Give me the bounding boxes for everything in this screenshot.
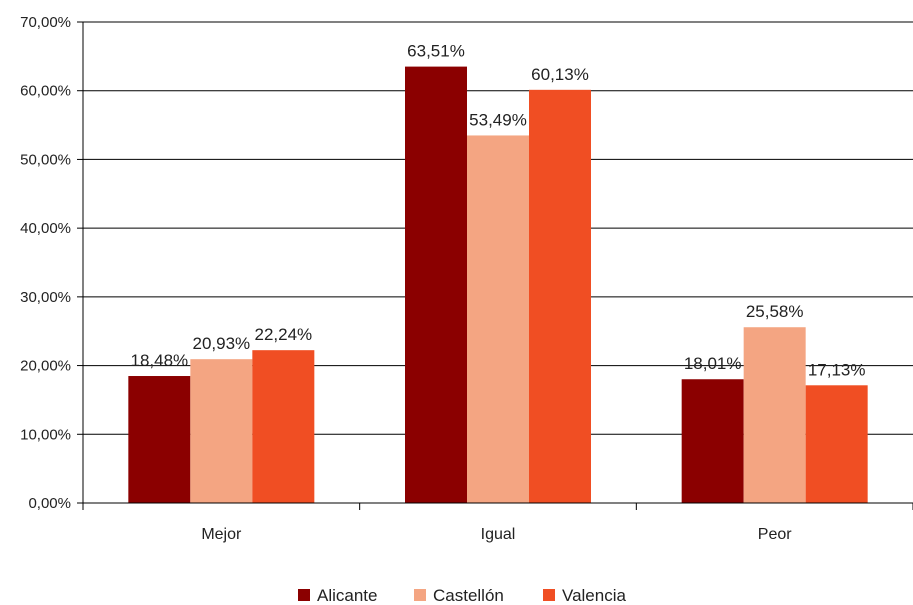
legend-label: Alicante [317, 586, 377, 605]
bar-castellón-peor [743, 327, 806, 503]
x-axis-category-labels: Mejor Igual Peor [201, 526, 792, 543]
bars [128, 66, 868, 504]
y-tick-label: 60,00% [20, 83, 71, 100]
bar-castellón-igual [467, 135, 529, 504]
data-label: 53,49% [469, 110, 527, 129]
data-label: 22,24% [254, 325, 312, 344]
bar-castellón-mejor [190, 359, 253, 503]
y-tick-label: 70,00% [20, 14, 71, 31]
bar-alicante-peor [681, 379, 744, 503]
legend-label: Valencia [562, 586, 626, 605]
y-tick-label: 0,00% [28, 495, 71, 512]
y-tick-label: 40,00% [20, 220, 71, 237]
bar-valencia-peor [805, 385, 868, 503]
x-category-label: Peor [758, 526, 792, 543]
bar-alicante-igual [405, 66, 467, 503]
data-label: 18,48% [130, 351, 188, 370]
y-tick-label: 10,00% [20, 426, 71, 443]
y-axis-tick-labels: 0,00% 10,00% 20,00% 30,00% 40,00% 50,00% 60,00… [20, 14, 71, 512]
axes [77, 21, 913, 510]
bar-valencia-igual [529, 89, 591, 504]
legend-label: Castellón [433, 586, 504, 605]
bar-alicante-mejor [128, 376, 191, 503]
bar-valencia-mejor [252, 350, 315, 503]
data-label: 25,58% [746, 302, 804, 321]
legend-swatch [298, 589, 310, 601]
y-tick-label: 20,00% [20, 358, 71, 375]
legend-swatch [543, 589, 555, 601]
data-labels: 18,48%20,93% 22,24% 63,51% 53,49% 60,13% 18,0… [130, 42, 865, 380]
legend: Alicante Castellón Valencia [298, 586, 626, 605]
x-category-label: Mejor [201, 526, 242, 543]
legend-swatch [414, 589, 426, 601]
data-label: 20,93% [192, 334, 250, 353]
data-label: 18,01% [684, 354, 742, 373]
y-tick-label: 30,00% [20, 289, 71, 306]
data-label: 17,13% [808, 360, 866, 379]
data-label: 63,51% [407, 42, 465, 61]
y-tick-label: 50,00% [20, 151, 71, 168]
x-category-label: Igual [481, 526, 516, 543]
data-label: 60,13% [531, 65, 589, 84]
